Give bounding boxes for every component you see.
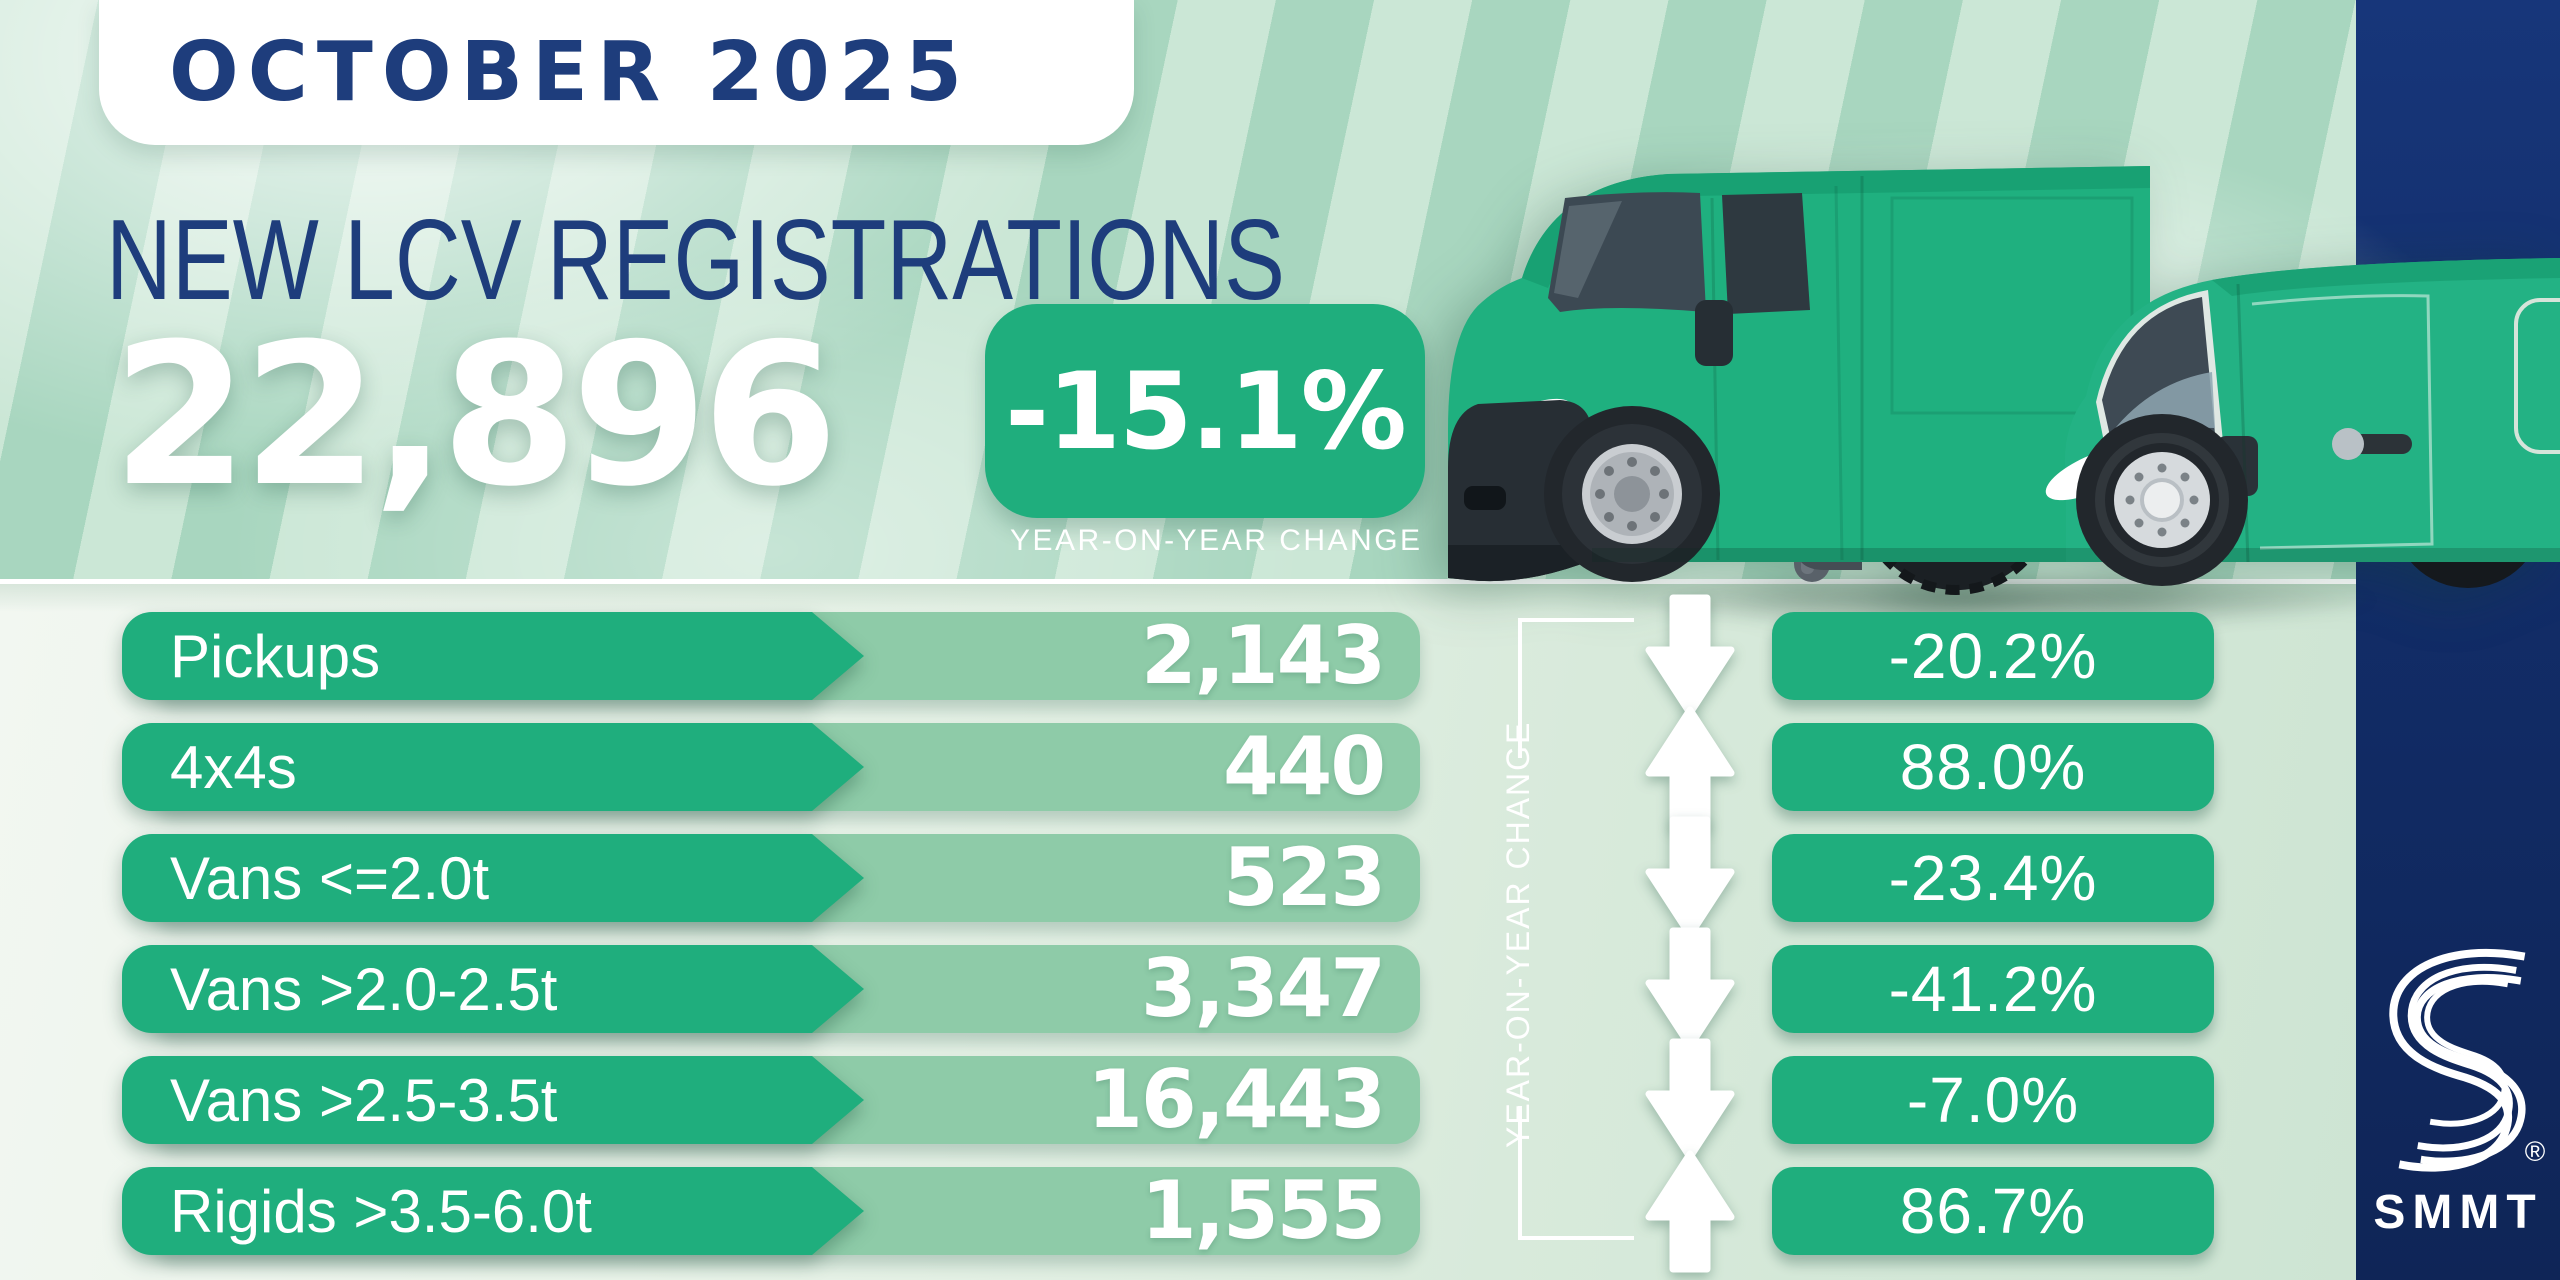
table-background (0, 584, 2560, 1280)
category-label: 4x4s (170, 733, 297, 801)
table-row: 2,143 Pickups -20.2% (0, 594, 2560, 717)
category-label: Rigids >3.5-6.0t (170, 1177, 592, 1245)
table-row: 1,555 Rigids >3.5-6.0t 86.7% (0, 1150, 2560, 1273)
arrow-down-icon (1645, 816, 1735, 939)
table-row: 3,347 Vans >2.0-2.5t -41.2% (0, 927, 2560, 1050)
change-badge: -23.4% (1888, 842, 2098, 914)
category-value: 440 (1223, 720, 1386, 813)
total-change-badge: -15.1% (985, 304, 1425, 518)
category-value: 16,443 (1087, 1053, 1386, 1146)
arrow-down-icon (1645, 594, 1735, 717)
total-change-caption: YEAR-ON-YEAR CHANGE (1010, 524, 1423, 557)
arrow-up-icon (1645, 1150, 1735, 1273)
page-title: NEW LCV REGISTRATIONS (106, 197, 1285, 324)
category-label: Vans >2.5-3.5t (170, 1066, 558, 1134)
table-row: 16,443 Vans >2.5-3.5t -7.0% (0, 1038, 2560, 1161)
category-label: Vans <=2.0t (170, 844, 490, 912)
change-badge: -7.0% (1906, 1064, 2080, 1136)
change-box: -23.4% (1772, 834, 2214, 922)
change-badge: 86.7% (1899, 1175, 2087, 1247)
bracket-arm-top (1518, 618, 1634, 622)
category-ribbon: Vans <=2.0t (122, 834, 864, 922)
category-ribbon: Rigids >3.5-6.0t (122, 1167, 864, 1255)
month-badge: OCTOBER 2025 (169, 25, 971, 120)
category-ribbon: Pickups (122, 612, 864, 700)
registered-mark: ® (2525, 1136, 2546, 1167)
change-box: 88.0% (1772, 723, 2214, 811)
arrow-down-icon (1645, 1038, 1735, 1161)
category-value: 2,143 (1140, 609, 1386, 702)
table-row: 440 4x4s 88.0% (0, 706, 2560, 829)
bracket-line-top (1518, 618, 1522, 758)
month-badge-card: OCTOBER 2025 (99, 0, 1134, 145)
yoy-axis-label: YEAR-ON-YEAR CHANGE (1500, 720, 1536, 1148)
large-van-illustration (1448, 166, 2150, 582)
smmt-logo-icon: ® (2389, 948, 2546, 1172)
smmt-brand-block: ® SMMT (2356, 940, 2560, 1240)
category-label: Pickups (170, 622, 381, 690)
change-box: 86.7% (1772, 1167, 2214, 1255)
change-badge: 88.0% (1899, 731, 2087, 803)
smmt-wordmark: SMMT (2373, 1186, 2543, 1239)
category-ribbon: 4x4s (122, 723, 864, 811)
vans-illustration (1448, 166, 2560, 595)
change-badge: -20.2% (1888, 620, 2098, 692)
category-ribbon: Vans >2.5-3.5t (122, 1056, 864, 1144)
total-change-value: -15.1% (1005, 349, 1407, 473)
table-row: 523 Vans <=2.0t -23.4% (0, 816, 2560, 939)
change-box: -41.2% (1772, 945, 2214, 1033)
bracket-line-bottom (1518, 1106, 1522, 1240)
change-badge: -41.2% (1888, 953, 2098, 1025)
change-box: -7.0% (1772, 1056, 2214, 1144)
arrow-down-icon (1645, 927, 1735, 1050)
bracket-arm-bottom (1518, 1236, 1634, 1240)
change-box: -20.2% (1772, 612, 2214, 700)
arrow-up-icon (1645, 706, 1735, 829)
category-label: Vans >2.0-2.5t (170, 955, 558, 1023)
category-value: 523 (1223, 831, 1386, 924)
category-value: 1,555 (1140, 1164, 1386, 1257)
category-ribbon: Vans >2.0-2.5t (122, 945, 864, 1033)
category-value: 3,347 (1140, 942, 1386, 1035)
total-registrations: 22,896 (112, 302, 838, 530)
